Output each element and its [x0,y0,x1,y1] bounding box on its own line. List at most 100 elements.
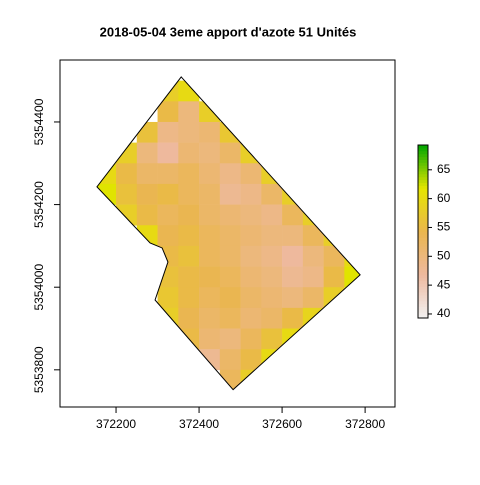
x-tick-label: 372200 [96,417,136,431]
x-tick-label: 372400 [179,417,219,431]
y-tick-label: 5354200 [32,181,46,228]
raster-cell [219,287,241,309]
colorbar-segment [418,303,428,307]
raster-cell [116,183,138,205]
raster-cell [136,204,158,226]
raster-cell [136,163,158,185]
raster-cell [261,163,283,185]
field-boundary [96,76,361,391]
raster-cell [178,183,200,205]
raster-cell [261,328,283,350]
plot-frame [59,59,396,408]
colorbar-segment [418,205,428,209]
raster-cell [199,183,221,205]
raster-cell [116,142,138,164]
raster-cell [199,245,221,267]
raster-cell [219,225,241,247]
raster-cell [178,142,200,164]
raster-cell [219,183,241,205]
raster-cell [199,307,221,329]
raster-cell [302,225,324,247]
colorbar-tick-label: 50 [437,248,451,262]
colorbar-segment [418,251,428,256]
raster-cell [199,349,221,371]
colorbar-segment [418,159,428,163]
colorbar-segment [418,254,428,258]
raster-cell [261,287,283,309]
raster-cell [282,183,304,205]
raster-cell [219,307,241,329]
colorbar-segment [418,297,428,302]
raster-cell [157,204,179,226]
raster-cell [240,287,262,309]
raster-cell [323,266,345,288]
colorbar-segment [418,194,428,198]
raster-cell [240,328,262,350]
colorbar-segment [418,179,428,183]
raster-cell [302,245,324,267]
raster-cell [261,307,283,329]
raster-cell [240,183,262,205]
raster-cell [178,121,200,143]
raster-cell [178,163,200,185]
colorbar-segment [418,271,428,276]
colorbar-segment [418,300,428,305]
colorbar-segment [418,274,428,279]
raster-cell [219,266,241,288]
colorbar-segment [418,306,428,310]
colorbar-segment [418,222,428,227]
raster-cell [261,225,283,247]
raster-cell [178,245,200,267]
raster-cell [219,163,241,185]
colorbar-segment [418,292,428,296]
raster-cell [157,287,179,309]
raster-cell [199,142,221,164]
raster-cell [219,349,241,371]
raster-cell [157,183,179,205]
colorbar-tick-label: 60 [437,191,451,205]
raster-cell [199,266,221,288]
colorbar-segment [418,168,428,172]
raster-cell [178,266,200,288]
colorbar-segment [418,228,428,232]
colorbar-segment [418,191,428,195]
x-tick-label: 372800 [345,417,385,431]
colorbar-segment [418,234,428,238]
raster-cell [240,245,262,267]
raster-cell [178,101,200,123]
colorbar-segment [418,315,428,319]
y-tick-label: 5354000 [32,264,46,311]
raster-cell [302,287,324,309]
colorbar-tick-label: 45 [437,277,451,291]
colorbar-segment [418,225,428,230]
raster-cell [219,369,241,390]
colorbar-tick-label: 40 [437,306,451,320]
colorbar-segment [418,240,428,244]
raster-cell [240,349,262,371]
raster-cell [261,183,283,205]
raster-cell [116,163,138,185]
raster-cell [178,307,200,329]
colorbar-segment [418,231,428,235]
colorbar-segment [418,153,428,158]
colorbar-segment [418,173,428,178]
raster-cell [282,225,304,247]
colorbar-segment [418,199,428,204]
colorbar-segment [418,156,428,160]
colorbar-segment [418,260,428,264]
colorbar-segment [418,208,428,212]
raster-cell [199,204,221,226]
colorbar-segment [418,176,428,181]
colorbar-segment [418,266,428,270]
raster-cell [282,204,304,226]
raster-cell [219,142,241,164]
colorbar-segment [418,263,428,267]
raster-cell [240,266,262,288]
raster-cell [157,142,179,164]
colorbar-segment [418,165,428,169]
raster-cell [157,307,179,329]
raster-cell [282,287,304,309]
raster-cell [282,245,304,267]
raster-cell [178,204,200,226]
